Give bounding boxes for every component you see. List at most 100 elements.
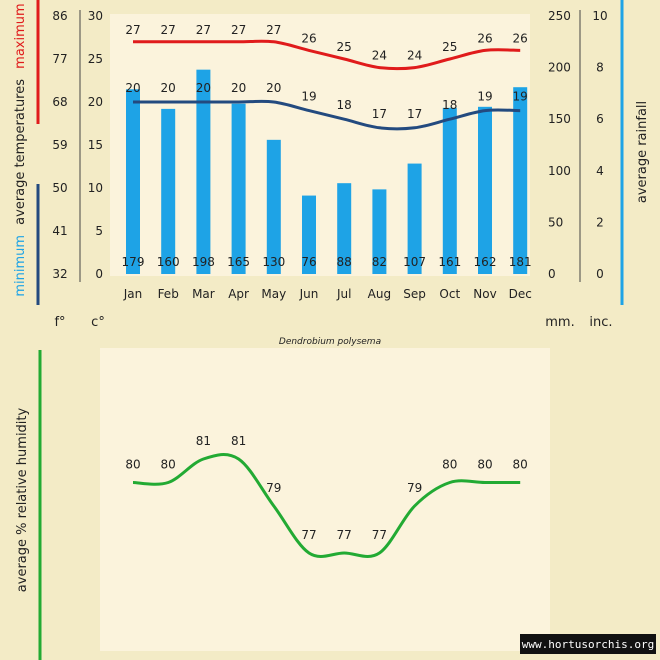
fahrenheit-tick-68: 68 — [52, 95, 67, 109]
max-temp-label-oct: 25 — [442, 40, 457, 54]
max-temp-label-dec: 26 — [513, 31, 528, 45]
rainfall-label-jul: 88 — [337, 255, 352, 269]
month-label-dec: Dec — [509, 287, 532, 301]
rainfall-label-may: 130 — [262, 255, 285, 269]
celsius-tick-25: 25 — [88, 52, 103, 66]
rainfall-bar-jul — [337, 183, 352, 274]
millimetre-unit-label: mm. — [545, 315, 574, 330]
humidity-label-may: 79 — [266, 481, 281, 495]
inch-tick-2: 2 — [596, 215, 604, 229]
species-caption: Dendrobium polysema — [279, 337, 381, 347]
inch-tick-0: 0 — [596, 267, 604, 281]
max-temp-label-may: 27 — [266, 23, 281, 37]
max-temp-label-mar: 27 — [196, 23, 211, 37]
rainfall-bar-jan — [126, 89, 140, 274]
min-temp-label-jan: 20 — [125, 81, 140, 95]
min-temp-label-sep: 17 — [407, 107, 422, 121]
rainfall-bar-apr — [231, 103, 246, 274]
fahrenheit-unit-label: f° — [54, 315, 65, 330]
min-temp-label-dec: 19 — [513, 90, 528, 104]
rainfall-bar-dec — [513, 87, 528, 274]
humidity-label-mar: 81 — [196, 434, 211, 448]
fahrenheit-tick-50: 50 — [52, 181, 67, 195]
min-temp-label-oct: 18 — [442, 98, 457, 112]
month-label-jun: Jun — [299, 287, 319, 301]
humidity-label-oct: 80 — [442, 458, 457, 472]
fahrenheit-tick-77: 77 — [52, 52, 67, 66]
min-temp-label-apr: 20 — [231, 81, 246, 95]
max-temp-label-jan: 27 — [125, 23, 140, 37]
rainfall-label-feb: 160 — [157, 255, 180, 269]
rainfall-label-dec: 181 — [509, 255, 532, 269]
celsius-tick-5: 5 — [95, 224, 103, 238]
fahrenheit-tick-32: 32 — [52, 267, 67, 281]
humidity-chart: 80 80 81 81 79 77 77 77 79 80 80 80 — [125, 434, 528, 558]
rainfall-bar-oct — [442, 107, 457, 275]
rainfall-label-oct: 161 — [438, 255, 461, 269]
rainfall-label-mar: 198 — [192, 255, 215, 269]
humidity-axis-title: average % relative humidity — [15, 407, 30, 592]
rainfall-bar-nov — [478, 106, 492, 274]
rainfall-label-aug: 82 — [372, 255, 387, 269]
celsius-tick-10: 10 — [88, 181, 103, 195]
rainfall-bars — [126, 69, 528, 275]
month-label-feb: Feb — [158, 287, 179, 301]
min-temp-label-feb: 20 — [161, 81, 176, 95]
rainfall-label-jan: 179 — [122, 255, 145, 269]
min-temp-label-aug: 17 — [372, 107, 387, 121]
rainfall-bar-may — [266, 139, 281, 274]
minimum-word: minimum — [13, 235, 28, 297]
axis-tick-labels: Jan Feb Mar Apr May Jun Jul Aug Sep Oct Nov Dec3086… — [52, 9, 607, 301]
inch-tick-6: 6 — [596, 112, 604, 126]
fahrenheit-tick-41: 41 — [52, 224, 67, 238]
inch-tick-4: 4 — [596, 164, 604, 178]
month-label-mar: Mar — [192, 287, 215, 301]
mm-tick-150: 150 — [548, 112, 571, 126]
min-temp-label-jun: 19 — [301, 90, 316, 104]
maximum-temperature-line — [132, 39, 521, 71]
mm-tick-250: 250 — [548, 9, 571, 23]
max-temp-label-nov: 26 — [477, 31, 492, 45]
mm-tick-200: 200 — [548, 61, 571, 75]
rainfall-label-jun: 76 — [301, 255, 316, 269]
fahrenheit-tick-59: 59 — [52, 138, 67, 152]
rainfall-bar-feb — [161, 108, 176, 274]
humidity-label-nov: 80 — [477, 458, 492, 472]
month-label-nov: Nov — [473, 287, 496, 301]
humidity-line — [132, 453, 521, 558]
max-temp-label-aug: 24 — [372, 49, 387, 63]
celsius-tick-15: 15 — [88, 138, 103, 152]
rainfall-label-nov: 162 — [474, 255, 497, 269]
max-temp-label-jun: 26 — [301, 31, 316, 45]
month-label-jan: Jan — [123, 287, 143, 301]
temperature-lines — [132, 39, 521, 131]
month-label-jul: Jul — [336, 287, 351, 301]
month-label-apr: Apr — [228, 287, 249, 301]
humidity-label-sep: 79 — [407, 481, 422, 495]
humidity-label-dec: 80 — [513, 458, 528, 472]
month-label-oct: Oct — [439, 287, 460, 301]
fahrenheit-tick-86: 86 — [52, 9, 67, 23]
humidity-label-feb: 80 — [161, 458, 176, 472]
rainfall-bar-sep — [407, 163, 422, 274]
rainfall-bar-aug — [372, 189, 387, 274]
min-temp-label-mar: 20 — [196, 81, 211, 95]
humidity-label-jul: 77 — [337, 528, 352, 542]
rainfall-label-sep: 107 — [403, 255, 426, 269]
celsius-tick-30: 30 — [88, 9, 103, 23]
rainfall-bar-mar — [196, 69, 211, 274]
max-temp-label-feb: 27 — [161, 23, 176, 37]
min-temp-label-jul: 18 — [337, 98, 352, 112]
temperature-axis-title: minimum average temperatures maximum — [13, 3, 28, 296]
month-label-may: May — [261, 287, 286, 301]
celsius-tick-0: 0 — [95, 267, 103, 281]
month-label-aug: Aug — [368, 287, 391, 301]
humidity-panel — [100, 348, 550, 651]
mm-tick-100: 100 — [548, 164, 571, 178]
humidity-label-apr: 81 — [231, 434, 246, 448]
humidity-label-aug: 77 — [372, 528, 387, 542]
watermark-text: www.hortusorchis.org — [522, 638, 654, 651]
average-temperatures-word: average temperatures — [13, 79, 28, 225]
mm-tick-50: 50 — [548, 215, 563, 229]
